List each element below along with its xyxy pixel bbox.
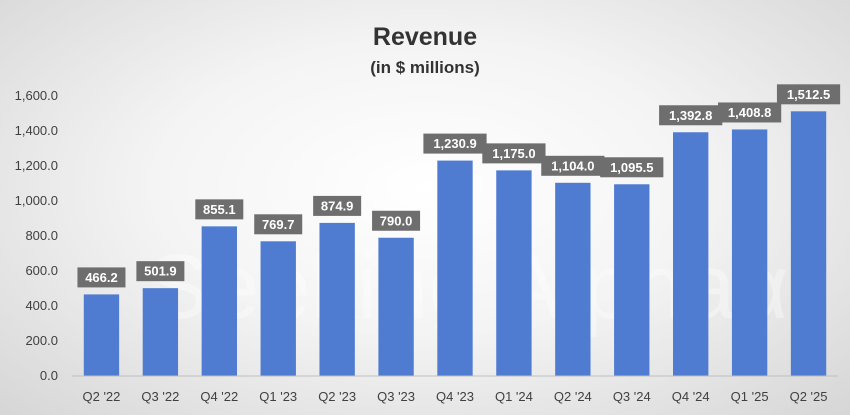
- data-label: 1,104.0: [551, 158, 594, 173]
- bar: [142, 288, 179, 376]
- bar: [790, 111, 827, 376]
- data-label: 790.0: [380, 213, 413, 228]
- data-label-box: [659, 105, 723, 126]
- data-label-box: [541, 155, 605, 176]
- data-labels: 466.2 501.9 855.1 769.7 874.9 790.0 1,230.9 1,1…: [77, 84, 841, 288]
- data-label: 874.9: [321, 198, 354, 213]
- bar: [496, 170, 532, 376]
- chart-subtitle: (in $ millions): [370, 58, 480, 77]
- bar: [201, 226, 237, 376]
- x-tick-label: Q2 '22: [83, 389, 121, 404]
- data-label-box: [718, 102, 782, 123]
- x-tick-label: Q1 '24: [495, 389, 533, 404]
- data-label: 466.2: [85, 270, 118, 285]
- x-tick-label: Q1 '25: [731, 389, 769, 404]
- y-tick-label: 1,200.0: [15, 158, 58, 173]
- data-label: 1,512.5: [787, 87, 830, 102]
- data-label: 501.9: [144, 264, 177, 279]
- y-tick-label: 1,600.0: [15, 88, 58, 103]
- x-tick-label: Q3 '22: [141, 389, 179, 404]
- x-tick-label: Q3 '23: [377, 389, 415, 404]
- data-label-box: [482, 143, 546, 164]
- x-tick-label: Q1 '23: [259, 389, 297, 404]
- x-tick-label: Q2 '25: [790, 389, 828, 404]
- y-axis: 0.0 200.0 400.0 600.0 800.0 1,000.0 1,200.0 1,4…: [15, 88, 58, 383]
- data-label-box: [423, 133, 487, 154]
- x-tick-label: Q2 '23: [318, 389, 356, 404]
- data-label-box: [77, 267, 126, 288]
- data-label: 1,392.8: [669, 108, 712, 123]
- x-tick-label: Q2 '24: [554, 389, 592, 404]
- y-tick-label: 600.0: [25, 263, 58, 278]
- data-label-box: [776, 84, 841, 105]
- x-tick-label: Q4 '22: [200, 389, 238, 404]
- data-label: 855.1: [203, 202, 236, 217]
- data-label-box: [195, 199, 244, 220]
- y-tick-label: 400.0: [25, 298, 58, 313]
- data-label-box: [313, 195, 362, 216]
- bar-series: [83, 111, 827, 376]
- data-label: 1,408.8: [728, 105, 771, 120]
- data-label: 769.7: [262, 217, 295, 232]
- x-tick-label: Q3 '24: [613, 389, 651, 404]
- data-label: 1,230.9: [433, 136, 476, 151]
- bar: [319, 222, 355, 376]
- y-tick-label: 800.0: [25, 228, 58, 243]
- y-tick-label: 1,400.0: [15, 123, 58, 138]
- x-tick-label: Q4 '23: [436, 389, 474, 404]
- bar: [614, 184, 650, 376]
- data-label-box: [372, 210, 421, 231]
- data-label: 1,175.0: [492, 146, 535, 161]
- data-label-box: [600, 157, 664, 178]
- bar: [260, 241, 296, 376]
- data-label-box: [136, 261, 185, 282]
- x-axis: Q2 '22 Q3 '22 Q4 '22 Q1 '23 Q2 '23 Q3 '23 Q4 '…: [83, 389, 828, 404]
- bar: [378, 237, 414, 376]
- bar: [555, 182, 591, 376]
- y-tick-label: 200.0: [25, 333, 58, 348]
- bar: [83, 294, 120, 376]
- x-tick-label: Q4 '24: [672, 389, 710, 404]
- bar: [437, 160, 473, 376]
- bar: [731, 129, 768, 376]
- chart-title: Revenue: [373, 23, 477, 51]
- data-label: 1,095.5: [610, 160, 653, 175]
- bar: [673, 132, 709, 376]
- data-label-box: [254, 214, 303, 235]
- y-tick-label: 0.0: [40, 368, 58, 383]
- y-tick-label: 1,000.0: [15, 193, 58, 208]
